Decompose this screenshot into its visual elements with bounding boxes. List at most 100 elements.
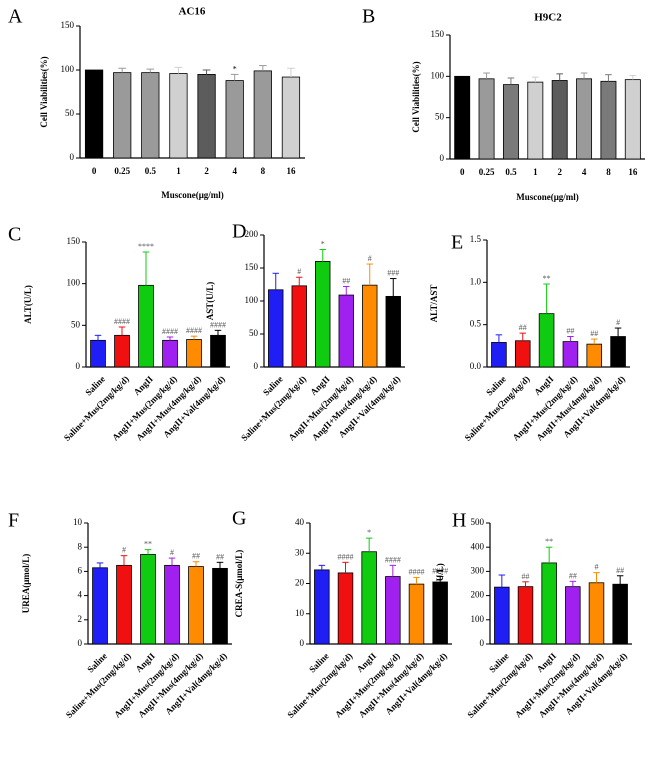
significance-label: ## [342, 276, 350, 285]
bar [314, 569, 330, 645]
x-tick-label: 1 [176, 166, 181, 176]
significance-label: #### [385, 555, 401, 564]
significance-label: ### [387, 269, 399, 278]
bar [164, 564, 180, 645]
bar [517, 586, 534, 645]
bar [362, 284, 378, 368]
significance-label: # [595, 563, 599, 572]
panel-f: F0246810UREA(μmol/L)Saline#Saline+Mus(2m… [8, 510, 232, 720]
bar [385, 295, 401, 368]
bar [114, 334, 130, 368]
y-tick-label: 1.0 [470, 276, 482, 286]
panel-e: E0.00.51.01.5ALT/ASTSaline##Saline+Mus(2… [429, 232, 630, 443]
bar [600, 80, 617, 160]
y-tick-label: 150 [61, 20, 75, 30]
significance-label: #### [114, 317, 130, 326]
y-tick-label: 10 [73, 517, 83, 527]
y-tick-label: 30 [295, 547, 305, 557]
y-tick-label: 300 [471, 565, 485, 575]
y-tick-label: 0 [254, 361, 259, 371]
y-tick-label: 0 [480, 638, 485, 648]
y-tick-label: 0.5 [470, 319, 482, 329]
y-tick-label: 100 [471, 614, 485, 624]
y-tick-label: 400 [471, 541, 485, 551]
x-tick-label: 0 [92, 166, 97, 176]
bar [385, 576, 401, 645]
significance-label: #### [186, 326, 202, 335]
y-tick-label: 0.0 [470, 361, 482, 371]
bar [361, 551, 377, 645]
bar [84, 69, 104, 159]
panel-label-d: D [232, 221, 246, 243]
bar [113, 72, 132, 159]
significance-label: # [170, 548, 174, 557]
y-tick-label: 500 [471, 517, 485, 527]
x-tick-label: 16 [286, 166, 296, 176]
chart-title-a: AC16 [179, 6, 206, 18]
x-tick-label: 8 [261, 166, 266, 176]
bar [291, 285, 307, 368]
y-tick-label: 50 [249, 328, 259, 338]
bar [527, 81, 544, 160]
panel-label-g: G [232, 508, 246, 530]
y-axis-label-d: AST(U/L) [205, 282, 215, 321]
significance-label: ## [590, 329, 598, 338]
significance-label: ## [519, 323, 527, 332]
significance-label: ## [522, 572, 530, 581]
panel-h: H0100200300400500LDH(U/L)Saline##Saline+… [435, 510, 632, 720]
y-tick-label: 0 [70, 152, 75, 162]
bar [565, 586, 581, 645]
y-axis-label-f: UREA(μmol/L) [21, 554, 31, 614]
significance-label: #### [162, 327, 178, 336]
bar [188, 566, 204, 645]
bar [586, 343, 603, 368]
x-tick-label: 4 [582, 167, 587, 177]
y-axis-label-a: Cell Viabilities(%) [39, 56, 49, 127]
significance-label: ** [545, 537, 553, 546]
y-tick-label: 50 [435, 112, 445, 122]
x-axis-label-a: Muscone(μg/ml) [161, 190, 224, 200]
significance-label: * [367, 528, 371, 537]
y-tick-label: 0 [440, 153, 445, 163]
x-tick-label: 0 [460, 167, 465, 177]
y-tick-label: 4 [78, 590, 83, 600]
significance-label: #### [338, 552, 354, 561]
x-tick-label: 8 [606, 167, 611, 177]
y-tick-label: 0 [76, 361, 81, 371]
significance-label: * [321, 240, 325, 249]
y-tick-label: 150 [67, 236, 81, 246]
y-tick-label: 50 [71, 319, 81, 329]
bar [337, 572, 354, 645]
y-axis-label-c: ALT(U/L) [23, 285, 33, 324]
x-tick-label: 0.5 [505, 167, 517, 177]
y-tick-label: 40 [295, 517, 305, 527]
significance-label: ## [569, 571, 577, 580]
bar [612, 583, 628, 645]
x-tick-label: 16 [628, 167, 638, 177]
significance-label: **** [138, 242, 154, 251]
bar [610, 336, 626, 368]
y-tick-label: 20 [295, 578, 305, 588]
y-tick-label: 200 [471, 590, 485, 600]
panel-b: B H9C2 0 50 100 150 Cell Viabilities(%) 0 0.25 0.… [362, 6, 645, 202]
panel-label-c: C [8, 224, 21, 246]
x-tick-label: 0.25 [114, 166, 130, 176]
significance-label: #### [409, 567, 425, 576]
bar [169, 73, 188, 159]
panel-a: A AC16 0 50 100 150 Cell Viabilities(%) 0 0.25 0.… [8, 6, 305, 200]
y-tick-label: 6 [78, 565, 83, 575]
bar [541, 562, 557, 645]
bar [212, 567, 228, 645]
bar [138, 284, 154, 368]
bar [576, 78, 593, 160]
x-tick-label: 2 [204, 166, 209, 176]
bar [454, 75, 471, 160]
chart-title-b: H9C2 [534, 12, 562, 24]
significance-label: ## [616, 566, 624, 575]
bar [514, 340, 531, 368]
panel-label-e: E [451, 232, 463, 254]
bar [253, 70, 272, 159]
significance-label: * [233, 64, 237, 73]
y-axis-label-e: ALT/AST [429, 285, 439, 323]
bar [502, 84, 519, 160]
